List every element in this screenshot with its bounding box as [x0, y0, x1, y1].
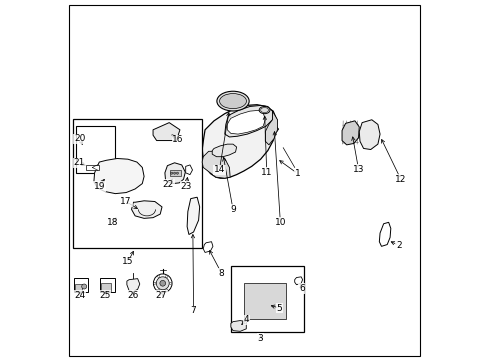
- Polygon shape: [341, 121, 359, 145]
- Circle shape: [176, 172, 178, 174]
- Ellipse shape: [259, 107, 269, 114]
- Circle shape: [165, 289, 167, 291]
- Circle shape: [81, 284, 86, 289]
- Polygon shape: [164, 163, 185, 184]
- Text: 27: 27: [155, 291, 166, 300]
- Text: 13: 13: [352, 165, 364, 174]
- Text: 2: 2: [395, 241, 401, 250]
- Text: 3: 3: [257, 334, 263, 343]
- Bar: [74, 278, 88, 292]
- Polygon shape: [203, 242, 212, 252]
- Polygon shape: [212, 144, 236, 157]
- Polygon shape: [230, 320, 246, 331]
- Text: 14: 14: [213, 166, 224, 175]
- Circle shape: [170, 172, 172, 174]
- Bar: [73, 119, 202, 248]
- Bar: [75, 284, 81, 291]
- Ellipse shape: [260, 108, 268, 113]
- Circle shape: [165, 275, 167, 278]
- Polygon shape: [265, 111, 277, 145]
- Text: 17: 17: [120, 197, 132, 206]
- Polygon shape: [202, 151, 230, 178]
- Text: 8: 8: [218, 269, 224, 278]
- Bar: [101, 283, 111, 291]
- Polygon shape: [153, 123, 180, 140]
- Text: 6: 6: [298, 284, 304, 293]
- Text: 18: 18: [106, 218, 118, 227]
- Bar: [86, 165, 99, 170]
- Text: 24: 24: [74, 291, 85, 300]
- Circle shape: [156, 277, 169, 290]
- Polygon shape: [187, 197, 199, 234]
- Ellipse shape: [217, 91, 249, 111]
- Text: 1: 1: [294, 169, 300, 178]
- Text: 11: 11: [261, 168, 272, 177]
- Polygon shape: [224, 105, 272, 137]
- Text: 12: 12: [394, 175, 406, 184]
- Text: 20: 20: [74, 134, 85, 143]
- Circle shape: [173, 172, 175, 174]
- Text: 9: 9: [230, 205, 235, 214]
- Bar: [100, 278, 115, 292]
- Text: 10: 10: [274, 218, 285, 227]
- Polygon shape: [379, 222, 390, 246]
- Text: 26: 26: [127, 291, 138, 300]
- Polygon shape: [294, 277, 302, 285]
- Circle shape: [158, 289, 160, 291]
- Polygon shape: [185, 165, 192, 175]
- Text: 16: 16: [172, 135, 183, 144]
- Text: 7: 7: [190, 306, 196, 315]
- Polygon shape: [94, 158, 144, 194]
- Text: 15: 15: [122, 257, 133, 266]
- Ellipse shape: [219, 94, 246, 109]
- Bar: [76, 126, 115, 173]
- Polygon shape: [131, 201, 162, 219]
- Circle shape: [158, 275, 160, 278]
- Text: 4: 4: [244, 315, 249, 324]
- Polygon shape: [227, 111, 265, 134]
- Text: 5: 5: [276, 303, 282, 312]
- Circle shape: [160, 280, 165, 286]
- Circle shape: [153, 274, 172, 293]
- Text: 19: 19: [93, 182, 105, 191]
- Text: 25: 25: [99, 291, 110, 300]
- Bar: [244, 283, 285, 319]
- Polygon shape: [202, 105, 276, 178]
- Bar: [230, 266, 304, 332]
- Bar: [170, 170, 181, 176]
- Polygon shape: [126, 279, 140, 292]
- Text: 21: 21: [74, 158, 85, 167]
- Polygon shape: [359, 120, 379, 149]
- Text: 22: 22: [163, 180, 174, 189]
- Circle shape: [153, 282, 156, 284]
- Circle shape: [169, 282, 171, 284]
- Text: 23: 23: [181, 182, 192, 191]
